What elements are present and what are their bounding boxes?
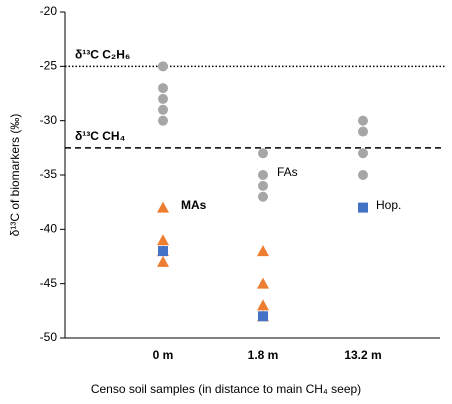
point	[257, 299, 269, 311]
point	[358, 148, 368, 159]
point	[358, 115, 368, 126]
point	[258, 180, 268, 191]
point	[258, 170, 268, 180]
x-tick-label: 0 m	[153, 348, 174, 362]
series-label: FAs	[277, 165, 298, 179]
point	[158, 115, 168, 126]
y-tick-label: -30	[40, 113, 58, 127]
x-tick-label: 1.8 m	[248, 348, 279, 362]
point	[157, 234, 169, 246]
point	[157, 201, 169, 213]
x-axis-label: Censo soil samples (in distance to main …	[91, 382, 361, 396]
point	[358, 126, 368, 137]
point	[158, 61, 168, 72]
x-tick-label: 13.2 m	[344, 348, 381, 362]
y-tick-label: -40	[40, 222, 58, 236]
point	[257, 245, 269, 257]
point	[258, 191, 268, 202]
point	[358, 202, 368, 213]
point	[158, 93, 168, 104]
y-axis-label: δ¹³C of biomarkers (‰)	[8, 114, 22, 237]
point	[158, 246, 168, 257]
point	[358, 170, 368, 180]
point	[158, 104, 168, 115]
point	[258, 148, 268, 159]
point	[157, 255, 169, 267]
y-tick-label: -25	[40, 59, 58, 73]
y-tick-label: -45	[40, 276, 58, 290]
y-tick-label: -50	[40, 330, 58, 344]
point	[158, 83, 168, 94]
series-label: MAs	[181, 198, 207, 212]
y-tick-label: -35	[40, 167, 58, 181]
point	[258, 311, 268, 322]
point	[257, 277, 269, 289]
reference-label: δ¹³C CH₄	[75, 129, 126, 143]
y-tick-label: -20	[40, 4, 58, 18]
series-label: Hop.	[376, 198, 401, 212]
reference-label: δ¹³C C₂H₆	[75, 48, 130, 62]
